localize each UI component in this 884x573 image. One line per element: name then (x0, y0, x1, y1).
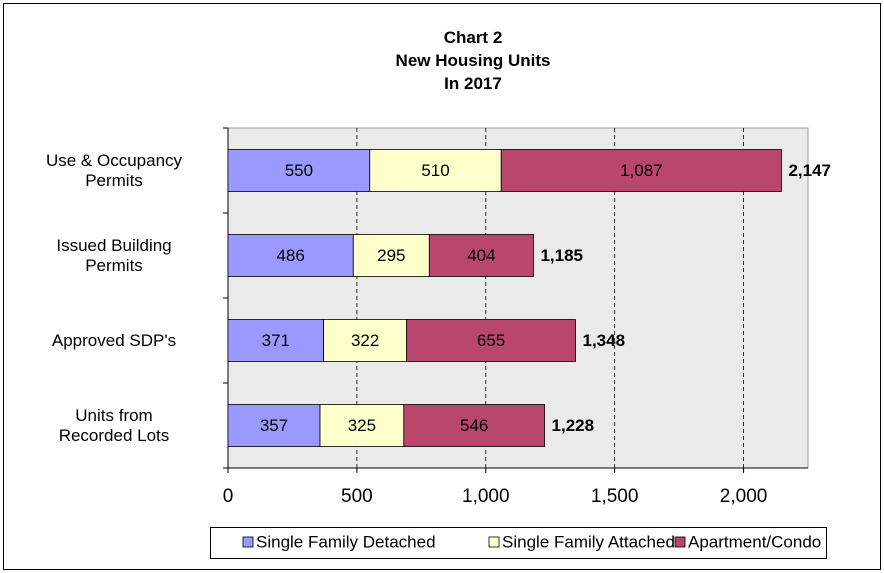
x-tick-label: 500 (341, 486, 373, 507)
bar-segment (500, 149, 782, 192)
bar-segment (319, 404, 405, 447)
y-tick-label: Use & Occupancy Permits (45, 150, 183, 190)
legend-swatch (674, 536, 686, 548)
legend-swatch (242, 536, 254, 548)
total-label: 1,228 (552, 416, 595, 435)
data-label: 322 (351, 331, 379, 350)
data-label: 1,087 (620, 161, 663, 180)
legend-box (210, 527, 827, 559)
bar-segment (369, 149, 502, 192)
bar-segment (227, 404, 321, 447)
data-label: 486 (276, 246, 304, 265)
legend-swatch (488, 536, 500, 548)
total-label: 2,147 (788, 161, 831, 180)
bar-segment (227, 149, 371, 192)
data-label: 550 (285, 161, 313, 180)
bar-segment (352, 234, 430, 277)
bar-segment (428, 234, 534, 277)
x-tick-label: 2,000 (720, 486, 768, 507)
data-label: 295 (377, 246, 405, 265)
data-label: 325 (348, 416, 376, 435)
bar-segment (403, 404, 545, 447)
x-tick-label: 1,500 (591, 486, 639, 507)
x-tick-label: 1,000 (462, 486, 510, 507)
data-label: 371 (262, 331, 290, 350)
total-label: 1,185 (540, 246, 583, 265)
data-label: 510 (421, 161, 449, 180)
y-tick-label: Units from Recorded Lots (58, 405, 170, 445)
bar-segment (227, 234, 354, 277)
bar-segment (406, 319, 576, 362)
bar-segment (323, 319, 408, 362)
data-label: 357 (260, 416, 288, 435)
data-label: 546 (460, 416, 488, 435)
y-tick-label: Approved SDP's (51, 330, 177, 350)
total-label: 1,348 (582, 331, 625, 350)
chart-title: Chart 2 New Housing Units In 2017 (395, 28, 551, 93)
legend-label: Single Family Attached (502, 532, 675, 551)
y-tick-label: Issued Building Permits (56, 235, 172, 275)
legend-label: Single Family Detached (256, 532, 436, 551)
legend-label: Apartment/Condo (688, 532, 821, 551)
data-label: 404 (467, 246, 495, 265)
data-label: 655 (477, 331, 505, 350)
x-tick-label: 0 (223, 486, 234, 507)
